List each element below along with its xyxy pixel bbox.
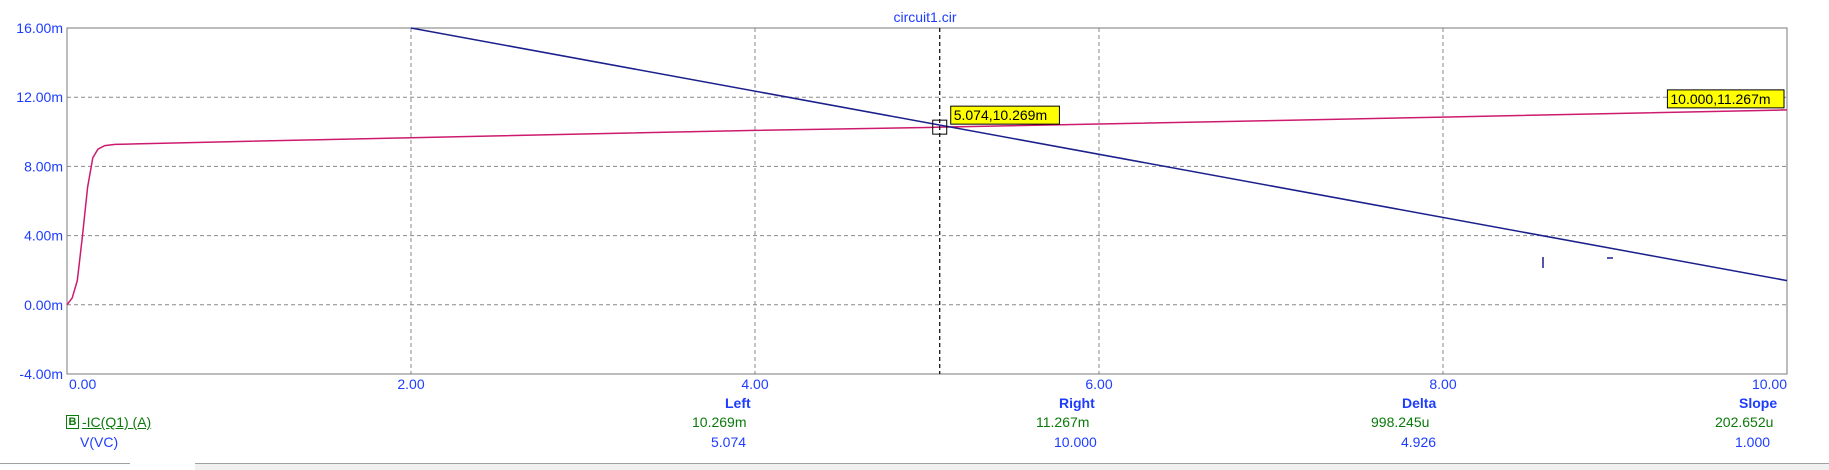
legend-row-ic[interactable]: B -IC(Q1) (A) [66, 414, 151, 430]
ic-delta-value: 998.245u [1371, 414, 1430, 430]
series-name-vc[interactable]: V(VC) [80, 434, 119, 450]
series [66, 27, 1788, 306]
ic-slope-value: 202.652u [1715, 414, 1774, 430]
x-tick-label: 0.00 [69, 376, 96, 392]
vc-slope-value: 1.000 [1735, 434, 1771, 450]
end-value-label-bg [1666, 89, 1785, 109]
status-strip-left [0, 463, 130, 470]
y-tick-label: 12.00m [16, 89, 63, 105]
end-value-label: 10.000,11.267m [1670, 91, 1770, 107]
y-tick-label: 4.00m [24, 228, 63, 244]
cursor-markers[interactable]: 5.074,10.269m 10.000,11.267m [932, 28, 1785, 374]
cursor-box[interactable] [932, 119, 948, 135]
x-tick-label: 8.00 [1429, 376, 1456, 392]
y-tick-label: 16.00m [16, 20, 63, 36]
x-tick-label: 4.00 [741, 376, 768, 392]
vc-right-value: 10.000 [1054, 434, 1097, 450]
series-line-vc [410, 27, 1788, 282]
y-tick-label: -4.00m [19, 366, 63, 382]
y-tick-label: 8.00m [24, 158, 63, 174]
header-left: Left [725, 395, 751, 411]
series-marker-b[interactable]: B [66, 415, 79, 429]
cursor-value-label: 5.074,10.269m [954, 107, 1047, 123]
x-tick-label: 6.00 [1085, 376, 1112, 392]
vc-delta-value: 4.926 [1401, 434, 1437, 450]
ic-right-value: 11.267m [1036, 414, 1090, 430]
header-delta: Delta [1402, 395, 1437, 411]
chart-title: circuit1.cir [893, 9, 956, 25]
x-tick-label: 10.00 [1752, 376, 1787, 392]
grid [67, 28, 1787, 374]
header-right: Right [1059, 395, 1095, 411]
y-tick-label: 0.00m [24, 297, 63, 313]
cursor-value-label-bg [950, 105, 1060, 125]
x-tick-label: 2.00 [397, 376, 424, 392]
series-line-ic [66, 109, 1788, 306]
series-name-ic[interactable]: -IC(Q1) (A) [82, 414, 152, 430]
header-slope: Slope [1739, 395, 1778, 411]
plot-frame [66, 27, 1788, 375]
vc-left-value: 5.074 [711, 434, 747, 450]
legend-row-vc[interactable]: V(VC) [80, 434, 118, 450]
horizontal-scrollbar[interactable] [195, 463, 1829, 470]
ic-left-value: 10.269m [692, 414, 747, 430]
axes: 16.00m 12.00m 8.00m 4.00m 0.00m -4.00m 0.00 2.0… [16, 20, 1788, 392]
